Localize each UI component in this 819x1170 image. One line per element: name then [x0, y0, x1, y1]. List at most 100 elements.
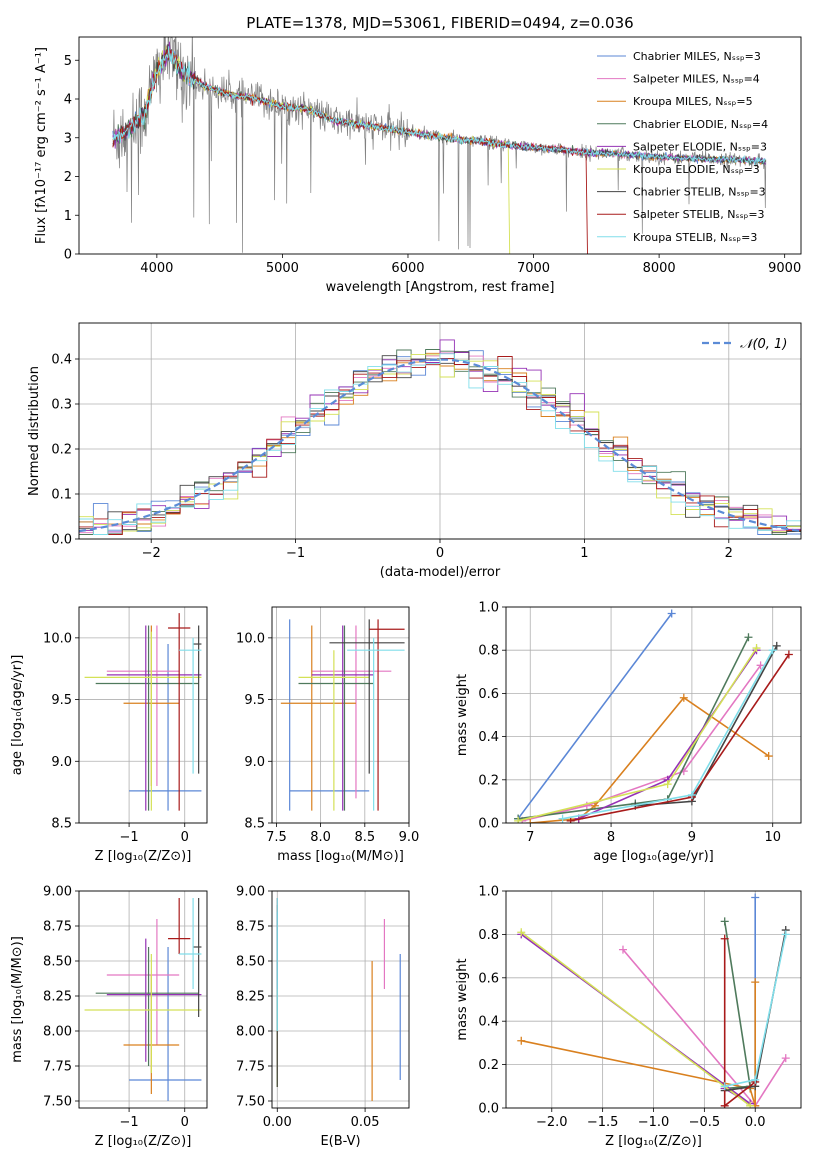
weight-point-1 [618, 945, 627, 954]
y-tick-label: 10.0 [43, 631, 72, 646]
axes-frame [78, 606, 208, 824]
x-tick-label: −2 [142, 546, 161, 561]
x-tick-label: 2 [725, 546, 733, 561]
y-axis-label: mass weight [455, 674, 470, 756]
weight-point-2 [751, 978, 760, 987]
x-tick-label: −1.0 [638, 1115, 670, 1130]
chart-mass-weight-vs-Z: −2.0 −1.5 −1.0 −0.5 0.0 0.0 0.2 0.4 0.6 0.8 1.0 Z [… [455, 885, 802, 1149]
weight-point-2 [526, 819, 535, 823]
y-tick-label: 0.0 [478, 1102, 499, 1117]
weight-point-7 [566, 816, 575, 823]
chart-mass-weight-vs-age: 7 8 9 10 0.0 0.2 0.4 0.6 0.8 1.0 age [log₁₀(age/yr… [455, 601, 802, 864]
legend-entry: Salpeter STELIB, Nₛₛₚ=3 [633, 208, 765, 221]
weight-point-5 [752, 644, 761, 653]
weight-point-5 [663, 780, 672, 789]
legend-entry: Kroupa ELODIE, Nₛₛₚ=3 [633, 163, 760, 176]
y-tick-label: 8.5 [51, 817, 72, 832]
y-tick-label: 9.00 [236, 885, 265, 900]
legend-entry: Salpeter MILES, Nₛₛₚ=4 [633, 73, 760, 86]
weight-point-3 [720, 917, 729, 926]
spectrum-plot-area [112, 37, 767, 254]
axes-frame [505, 606, 802, 824]
weight-point-8 [768, 646, 777, 655]
x-tick-label: 7 [526, 830, 534, 845]
weight-line-3 [723, 921, 752, 1090]
y-tick-label: 1.0 [478, 885, 499, 900]
weight-point-0 [667, 609, 676, 618]
x-tick-label: −1 [120, 830, 139, 845]
y-tick-label: 7.75 [236, 1060, 265, 1075]
histogram-plot-area [79, 339, 801, 535]
x-tick-label: 0.0 [745, 1115, 766, 1130]
chart-spectrum: 4000 5000 6000 7000 8000 9000 0 1 2 3 4 5 wavelength… [34, 14, 802, 295]
weight-point-7 [720, 1101, 729, 1108]
axes-frame [78, 322, 802, 540]
y-tick-label: 8.25 [236, 990, 265, 1005]
y-tick-label: 8.00 [43, 1025, 72, 1040]
weight-line-2 [521, 982, 756, 1107]
x-tick-label: −2.0 [536, 1115, 568, 1130]
weight-point-6 [772, 641, 781, 650]
weight-point-2 [517, 1036, 526, 1045]
y-tick-label: 0.1 [51, 488, 72, 503]
x-tick-label: 8 [607, 830, 615, 845]
plot-area-mass-weight-vs-Z [517, 893, 790, 1108]
x-tick-label: 7000 [517, 261, 550, 276]
y-tick-label: 2 [64, 170, 72, 185]
weight-point-1 [582, 801, 591, 810]
y-tick-label: 9.0 [51, 755, 72, 770]
weight-line-8 [562, 649, 774, 820]
y-tick-label: 7.50 [236, 1095, 265, 1110]
y-tick-label: 9.00 [43, 885, 72, 900]
histogram-series-4 [79, 339, 801, 533]
weight-point-8 [781, 930, 790, 939]
weight-line-1 [522, 664, 762, 822]
y-tick-label: 8.75 [236, 920, 265, 935]
legend-entry: Chabrier STELIB, Nₛₛₚ=3 [633, 186, 766, 199]
x-tick-label: 9000 [768, 261, 801, 276]
y-tick-label: 8.50 [236, 955, 265, 970]
model-line-7 [112, 48, 588, 254]
plot-area-mass-vs-EBV [276, 898, 401, 1101]
y-tick-label: 9.0 [244, 755, 265, 770]
weight-line-0 [517, 613, 673, 820]
y-tick-label: 0.4 [51, 353, 72, 368]
model-line-5 [143, 45, 511, 254]
weight-point-8 [687, 790, 696, 799]
y-tick-label: 9.5 [244, 693, 265, 708]
x-tick-label: 4000 [140, 261, 173, 276]
chart-title: PLATE=1378, MJD=53061, FIBERID=0494, z=0… [246, 14, 633, 32]
weight-point-5 [517, 928, 526, 937]
weight-point-0 [751, 893, 760, 902]
x-axis-label: (data-model)/error [380, 565, 501, 580]
x-tick-label: 8.0 [310, 830, 331, 845]
x-tick-label: 0 [181, 1115, 189, 1130]
x-tick-label: 0.05 [351, 1115, 380, 1130]
axes-frame [271, 606, 410, 824]
x-tick-label: 9.0 [399, 830, 420, 845]
y-tick-label: 0.2 [51, 443, 72, 458]
weight-point-2 [679, 693, 688, 702]
y-tick-label: 0.8 [478, 644, 499, 659]
histogram-series-8 [79, 353, 801, 535]
weight-line-5 [520, 931, 751, 1107]
y-tick-label: 0.0 [478, 817, 499, 832]
x-axis-label: E(B-V) [320, 1134, 360, 1149]
legend-entry: Chabrier ELODIE, Nₛₛₚ=4 [633, 118, 768, 131]
x-tick-label: 8000 [643, 261, 676, 276]
y-tick-label: 0.0 [51, 533, 72, 548]
x-tick-label: −1 [120, 1115, 139, 1130]
normal-reference-curve [79, 358, 801, 533]
chart-age-vs-Z: −1 0 8.5 9.0 9.5 10.0 Z [log₁₀(Z/Z⊙)] age [log₁… [10, 606, 208, 864]
y-tick-label: 8.00 [236, 1025, 265, 1040]
x-tick-label: 1 [580, 546, 588, 561]
model-line-8 [112, 46, 766, 165]
x-axis-label: mass [log₁₀(M/M⊙)] [277, 849, 404, 864]
y-axis-label: mass weight [455, 958, 470, 1040]
y-tick-label: 4 [64, 93, 72, 108]
y-tick-label: 0.4 [478, 1015, 499, 1030]
y-tick-label: 7.50 [43, 1095, 72, 1110]
legend-entry-normal: 𝒩(0, 1) [740, 337, 787, 352]
y-axis-label: mass [log₁₀(M/M⊙)] [10, 936, 25, 1063]
